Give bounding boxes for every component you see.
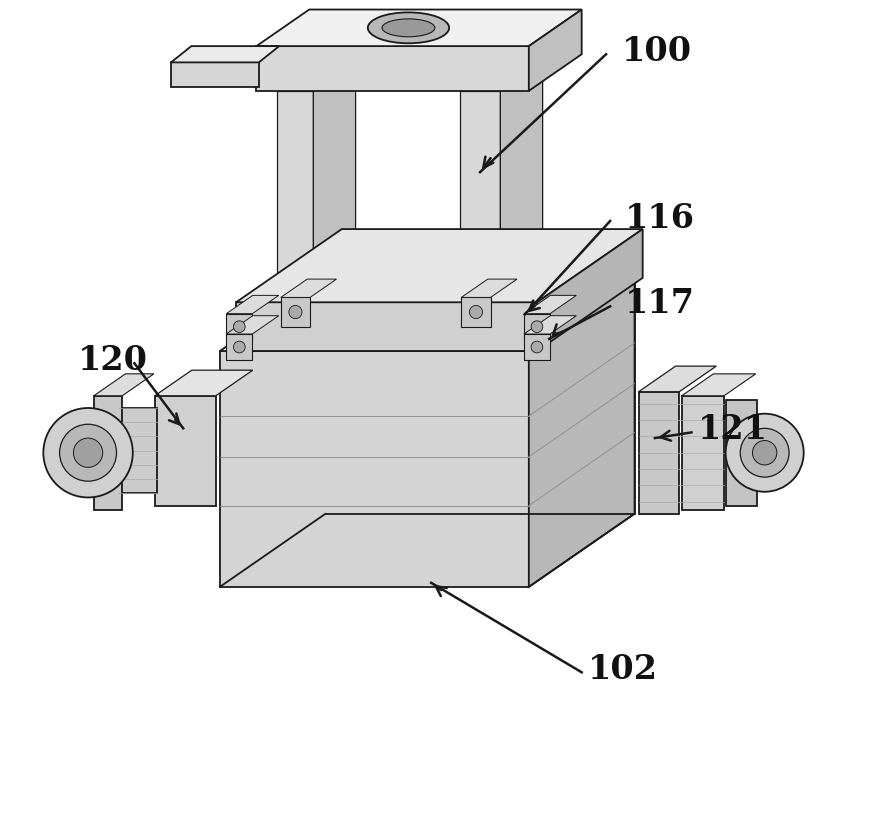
Polygon shape <box>460 91 500 302</box>
Polygon shape <box>681 374 755 396</box>
Polygon shape <box>500 61 542 302</box>
Circle shape <box>60 424 116 481</box>
Polygon shape <box>236 302 536 351</box>
Polygon shape <box>523 316 576 334</box>
Text: 102: 102 <box>587 654 657 686</box>
Text: 116: 116 <box>624 202 694 235</box>
Polygon shape <box>276 91 313 302</box>
Polygon shape <box>226 295 278 313</box>
Polygon shape <box>118 408 157 494</box>
Polygon shape <box>536 229 642 351</box>
Polygon shape <box>276 61 355 91</box>
Polygon shape <box>236 229 642 302</box>
Polygon shape <box>460 297 490 326</box>
Polygon shape <box>226 313 252 339</box>
Polygon shape <box>523 295 576 313</box>
Polygon shape <box>171 62 258 86</box>
Circle shape <box>73 438 103 468</box>
Circle shape <box>289 305 301 318</box>
Polygon shape <box>256 47 528 91</box>
Polygon shape <box>155 396 215 506</box>
Text: 120: 120 <box>78 344 148 377</box>
Polygon shape <box>155 370 252 396</box>
Circle shape <box>530 341 542 353</box>
Polygon shape <box>528 10 581 91</box>
Polygon shape <box>638 366 715 392</box>
Ellipse shape <box>367 12 449 43</box>
Polygon shape <box>171 47 279 62</box>
Circle shape <box>752 441 776 465</box>
Circle shape <box>43 408 132 498</box>
Polygon shape <box>220 278 634 351</box>
Polygon shape <box>94 374 154 396</box>
Polygon shape <box>460 279 517 297</box>
Circle shape <box>530 321 542 333</box>
Text: 100: 100 <box>621 35 692 69</box>
Polygon shape <box>94 396 122 510</box>
Ellipse shape <box>382 19 434 37</box>
Circle shape <box>739 428 789 477</box>
Polygon shape <box>281 297 309 326</box>
Text: 121: 121 <box>697 414 767 446</box>
Circle shape <box>468 305 482 318</box>
Polygon shape <box>460 61 542 91</box>
Circle shape <box>725 414 803 492</box>
Polygon shape <box>281 279 336 297</box>
Polygon shape <box>226 316 278 334</box>
Polygon shape <box>681 396 723 510</box>
Polygon shape <box>726 400 755 506</box>
Polygon shape <box>313 61 355 302</box>
Polygon shape <box>523 334 549 360</box>
Polygon shape <box>528 278 634 587</box>
Polygon shape <box>220 351 528 587</box>
Circle shape <box>233 321 245 333</box>
Polygon shape <box>638 392 679 514</box>
Text: 117: 117 <box>624 287 694 321</box>
Polygon shape <box>226 334 252 360</box>
Polygon shape <box>523 313 549 339</box>
Circle shape <box>233 341 245 353</box>
Polygon shape <box>256 10 581 47</box>
